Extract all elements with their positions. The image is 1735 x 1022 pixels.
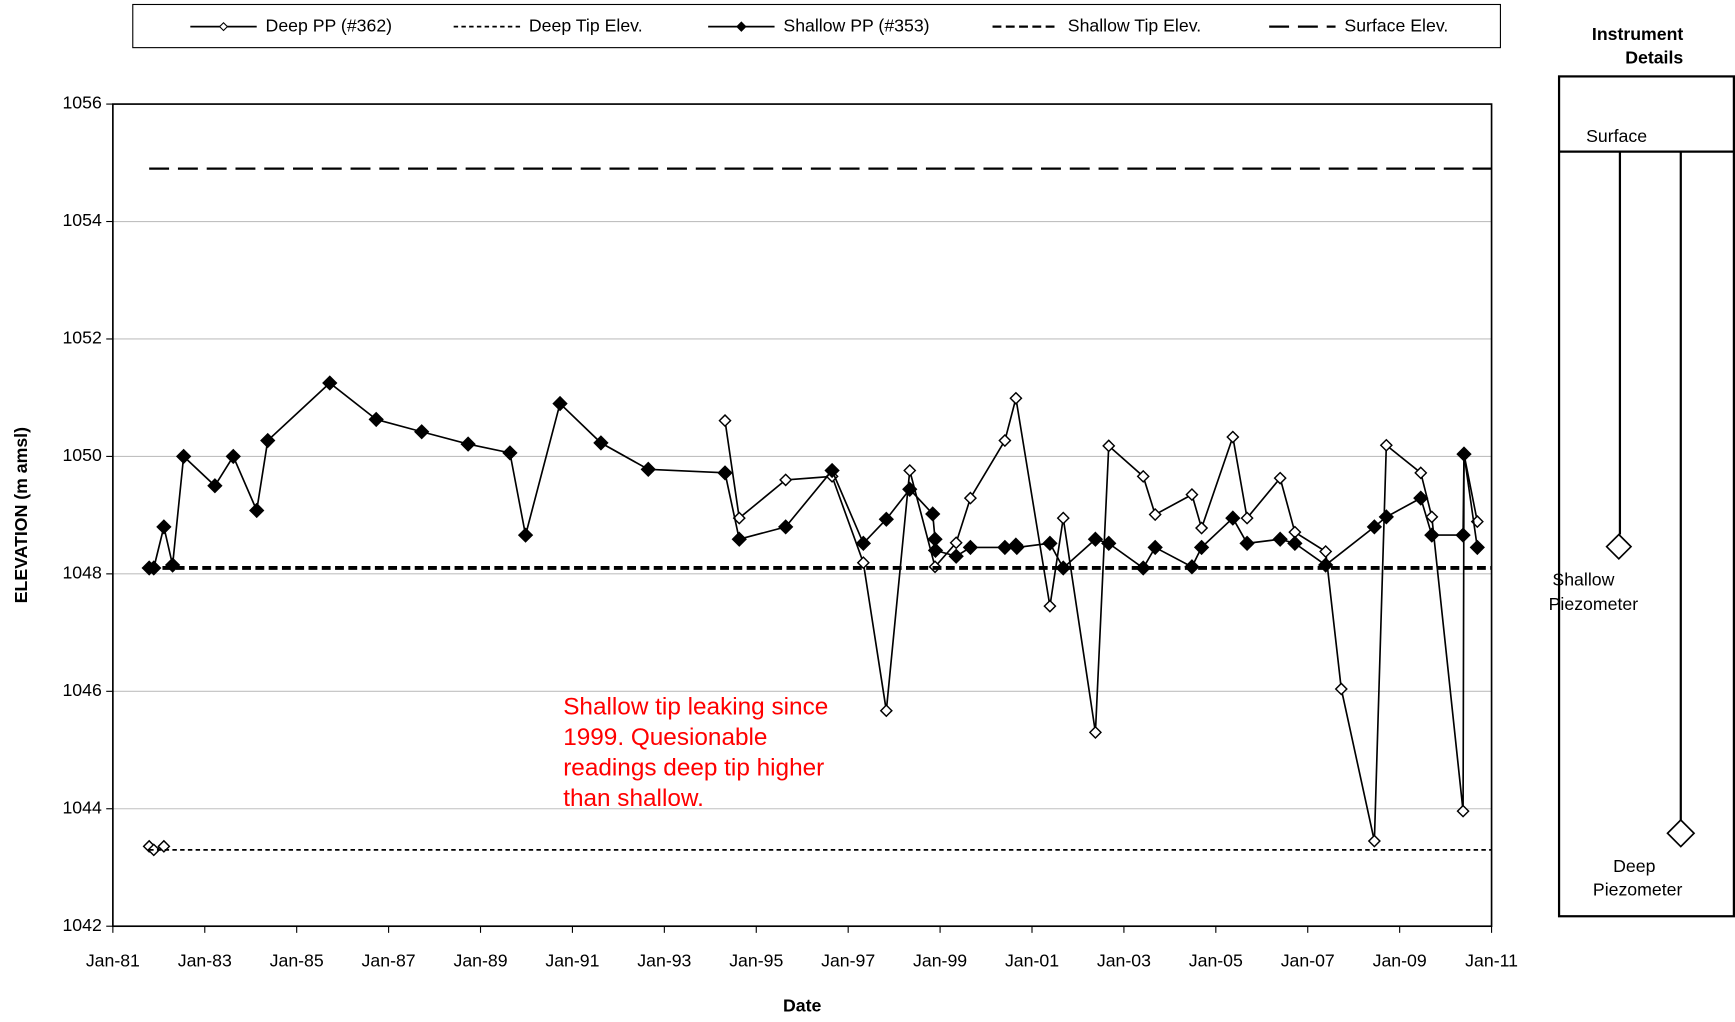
shallow-tip — [1607, 535, 1631, 559]
x-tick-label: Jan-11 — [1465, 950, 1518, 970]
legend-label: Deep Tip Elev. — [529, 15, 643, 35]
y-tick-label: 1042 — [62, 915, 101, 935]
data-point — [1043, 537, 1056, 550]
data-point — [519, 528, 532, 541]
annotation: Shallow tip leaking since — [563, 694, 828, 721]
x-tick-label: Jan-07 — [1281, 950, 1335, 970]
data-point — [157, 520, 170, 533]
annotation: than shallow. — [563, 785, 704, 812]
y-tick-label: 1048 — [62, 563, 102, 583]
data-point — [1044, 601, 1055, 612]
series-line — [149, 398, 1477, 850]
x-tick-label: Jan-87 — [362, 950, 416, 970]
data-point — [1186, 489, 1197, 500]
x-tick-label: Jan-99 — [913, 950, 967, 970]
data-point — [1471, 541, 1484, 554]
data-point — [1150, 509, 1161, 520]
data-point — [950, 550, 963, 563]
data-point — [1336, 683, 1347, 694]
y-tick-label: 1054 — [62, 210, 102, 230]
data-point — [227, 450, 240, 463]
panel-title: Instrument — [1592, 24, 1684, 44]
x-tick-label: Jan-09 — [1373, 950, 1427, 970]
y-tick-label: 1056 — [62, 93, 102, 113]
data-point — [642, 463, 655, 476]
data-point — [904, 465, 915, 476]
x-tick-label: Jan-95 — [729, 950, 783, 970]
panel-box — [1559, 76, 1734, 916]
y-tick-label: 1052 — [62, 328, 101, 348]
data-point — [733, 533, 746, 546]
data-point — [999, 435, 1010, 446]
deep-label: Deep — [1613, 856, 1655, 876]
x-tick-label: Jan-91 — [545, 950, 599, 970]
data-point — [881, 705, 892, 716]
deep-tip — [1668, 820, 1695, 847]
legend-label: Deep PP (#362) — [266, 15, 393, 35]
data-point — [965, 493, 976, 504]
page: {"chart_data": {"type": "line", "x_label… — [0, 0, 1735, 1022]
shallow-label: Piezometer — [1549, 594, 1639, 614]
shallow-label: Shallow — [1552, 570, 1614, 590]
x-tick-label: Jan-97 — [821, 950, 875, 970]
data-point — [1274, 533, 1287, 546]
data-point — [1090, 727, 1101, 738]
data-point — [1196, 523, 1207, 534]
data-point — [929, 544, 942, 557]
x-tick-label: Jan-81 — [86, 950, 140, 970]
data-point — [1288, 537, 1301, 550]
annotation: readings deep tip higher — [563, 755, 824, 782]
data-point — [1149, 541, 1162, 554]
y-tick-label: 1044 — [62, 797, 102, 817]
instrument-panel: Instrument Details Surface Shallow Piezo… — [1549, 24, 1734, 916]
data-point — [1369, 836, 1380, 847]
data-point — [1457, 447, 1470, 460]
x-tick-label: Jan-89 — [453, 950, 507, 970]
panel-title: Details — [1625, 47, 1683, 67]
data-point — [1456, 528, 1469, 541]
annotation: 1999. Quesionable — [563, 724, 767, 751]
chart: Instrument Details Surface Shallow Piezo… — [0, 0, 1735, 1017]
legend-label: Shallow Tip Elev. — [1068, 15, 1201, 35]
data-point — [415, 425, 428, 438]
data-point — [718, 466, 731, 479]
data-point — [503, 446, 516, 459]
x-tick-label: Jan-83 — [178, 950, 232, 970]
data-point — [1240, 537, 1253, 550]
x-tick-label: Jan-01 — [1005, 950, 1059, 970]
y-tick-label: 1046 — [62, 680, 102, 700]
data-point — [1320, 546, 1331, 557]
data-point — [461, 437, 474, 450]
y-axis-label: ELEVATION (m amsl) — [11, 427, 31, 603]
data-point — [964, 541, 977, 554]
y-tick-label: 1050 — [62, 445, 102, 465]
x-tick-label: Jan-93 — [637, 950, 691, 970]
plot-frame — [113, 104, 1492, 926]
x-tick-label: Jan-03 — [1097, 950, 1151, 970]
surface-label: Surface — [1586, 126, 1647, 146]
data-point — [1010, 393, 1021, 404]
x-axis-label: Date — [783, 996, 822, 1016]
legend-label: Surface Elev. — [1344, 15, 1448, 35]
data-point — [1425, 528, 1438, 541]
series — [144, 393, 1483, 856]
legend-label: Shallow PP (#353) — [783, 15, 929, 35]
deep-label: Piezometer — [1593, 879, 1683, 899]
data-point — [1227, 432, 1238, 443]
x-tick-label: Jan-85 — [270, 950, 324, 970]
data-point — [250, 504, 263, 517]
data-point — [1458, 806, 1469, 817]
data-point — [1058, 513, 1069, 524]
x-tick-label: Jan-05 — [1189, 950, 1243, 970]
data-point — [719, 415, 730, 426]
